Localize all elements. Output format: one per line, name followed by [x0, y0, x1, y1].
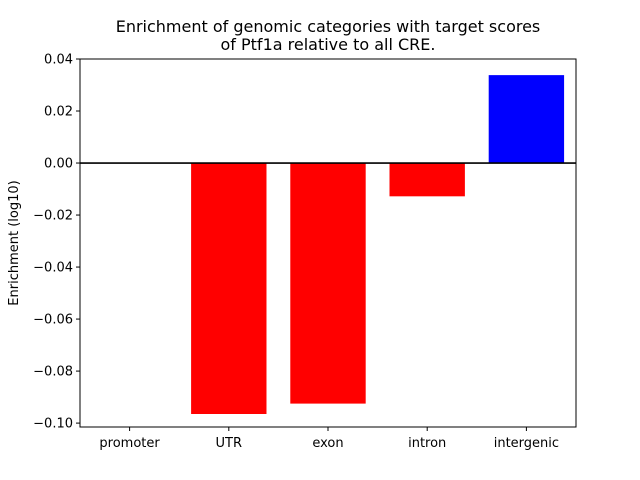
x-tick-label: promoter	[99, 436, 160, 451]
y-tick-label: 0.02	[44, 105, 73, 120]
y-tick-label: −0.06	[33, 313, 73, 328]
bar-utr	[191, 163, 267, 414]
y-axis-label: Enrichment (log10)	[7, 180, 22, 305]
bar-intron	[389, 163, 465, 197]
y-tick-label: −0.10	[33, 417, 73, 432]
y-tick-label: 0.00	[44, 157, 73, 172]
chart-title-line-2: of Ptf1a relative to all CRE.	[221, 35, 436, 54]
x-tick-label: exon	[312, 436, 343, 451]
y-tick-label: −0.08	[33, 365, 73, 380]
y-axis-ticks: −0.10 −0.08 −0.06 −0.04 −0.02 0.00 0.02 0.04	[33, 53, 80, 432]
bar-exon	[290, 163, 366, 404]
y-tick-label: 0.04	[44, 53, 73, 68]
y-tick-label: −0.02	[33, 209, 73, 224]
x-axis-ticks: promoter UTR exon intron intergenic	[99, 427, 559, 451]
x-tick-label: intron	[408, 436, 446, 451]
chart-title-line-1: Enrichment of genomic categories with ta…	[116, 17, 541, 36]
y-tick-label: −0.04	[33, 261, 73, 276]
bar-intergenic	[488, 75, 565, 164]
x-tick-label: intergenic	[494, 436, 559, 451]
bars-group	[191, 75, 565, 414]
x-tick-label: UTR	[216, 436, 243, 451]
